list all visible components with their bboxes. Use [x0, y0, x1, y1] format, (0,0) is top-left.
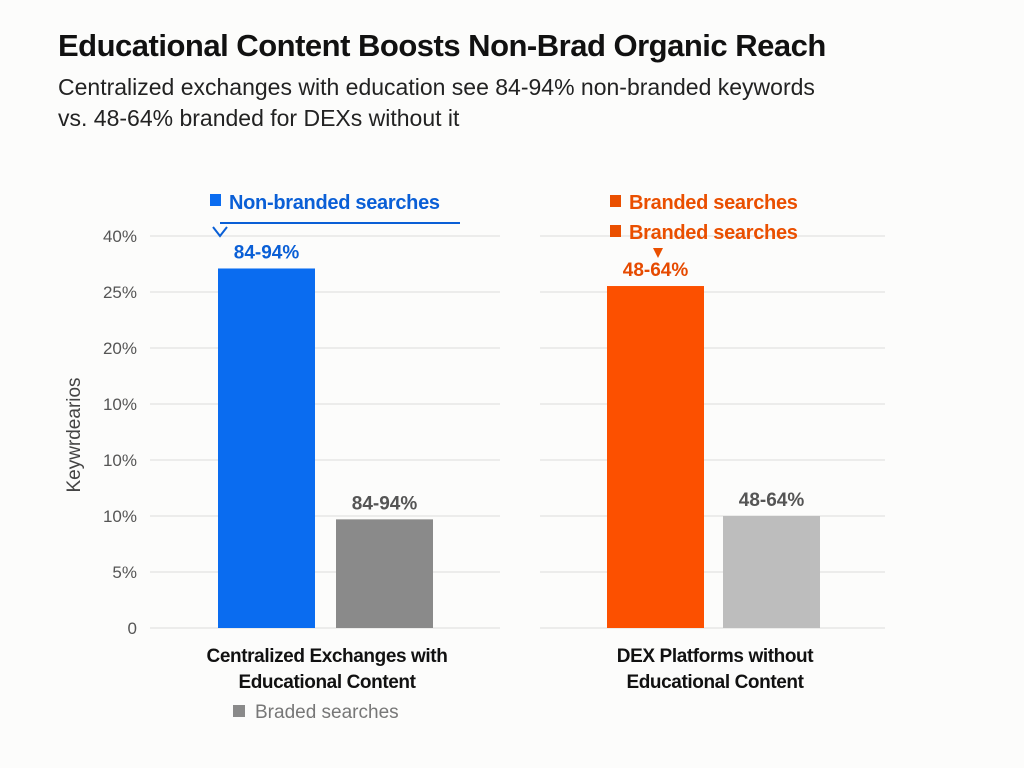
bar	[607, 286, 704, 628]
y-tick-label: 10%	[103, 451, 137, 470]
y-tick-label: 40%	[103, 227, 137, 246]
bars: 84-94% 84-94% 48-64% 48-64%	[218, 242, 820, 628]
chart-subtitle-line-2: vs. 48-64% branded for DEXs without it	[58, 105, 460, 131]
legend-arrow-icon	[212, 222, 460, 238]
category-label-0-line-1: Centralized Exchanges with	[207, 646, 448, 667]
legend-swatch-branded-1	[610, 195, 621, 207]
legend-branded-gray: Braded searches	[255, 702, 399, 723]
bar-data-label: 84-94%	[352, 493, 418, 514]
legend-non-branded: Non-branded searches	[229, 192, 440, 214]
legend-branded-2: Branded searches	[629, 222, 798, 244]
y-tick-label: 0	[128, 619, 137, 638]
category-label-1-line-1: DEX Platforms without	[617, 646, 814, 667]
bar	[723, 516, 820, 628]
y-tick-label: 5%	[112, 563, 137, 582]
category-label-0-line-2: Educational Content	[238, 672, 416, 693]
bar-data-label: 48-64%	[739, 490, 805, 511]
bar	[218, 268, 315, 628]
chart-title: Educational Content Boosts Non-Brad Orga…	[58, 28, 826, 63]
bar-data-label: 84-94%	[234, 242, 300, 263]
y-tick-label: 10%	[103, 395, 137, 414]
y-axis-ticks: 0 5% 10% 10% 10% 20% 25% 40%	[103, 227, 137, 638]
y-tick-label: 20%	[103, 339, 137, 358]
legend-swatch-branded-2	[610, 225, 621, 237]
legend: Non-branded searches Branded searches Br…	[210, 192, 798, 723]
category-label-1-line-2: Educational Content	[626, 672, 804, 693]
legend-branded-1: Branded searches	[629, 192, 798, 214]
bar-data-label: 48-64%	[623, 260, 689, 281]
gridlines	[150, 235, 885, 629]
y-axis-label: Keywrdearios	[64, 377, 85, 492]
chart-subtitle-line-1: Centralized exchanges with education see…	[58, 74, 815, 100]
bar	[336, 519, 433, 628]
legend-swatch-branded-gray	[233, 705, 245, 717]
legend-pointer-icon	[653, 248, 663, 258]
y-tick-label: 25%	[103, 283, 137, 302]
category-labels: Centralized Exchanges with Educational C…	[207, 646, 815, 693]
legend-swatch-non-branded	[210, 194, 221, 206]
y-tick-label: 10%	[103, 507, 137, 526]
